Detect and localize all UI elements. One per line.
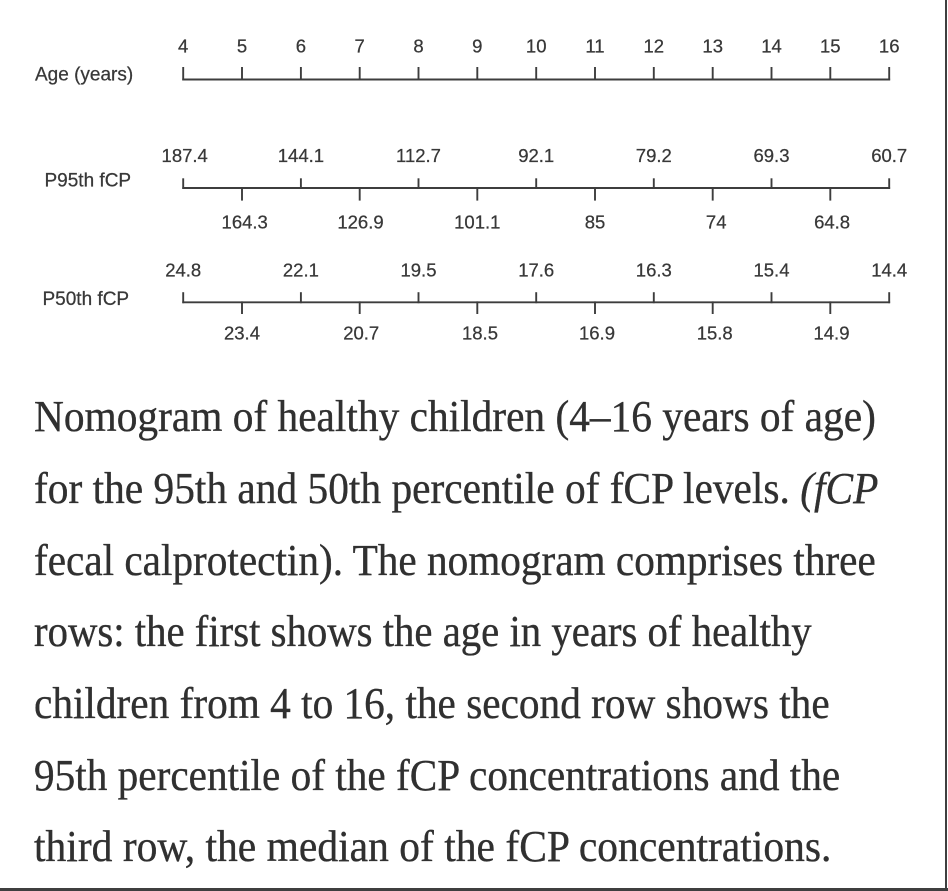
svg-text:16: 16 <box>879 36 900 57</box>
svg-text:6: 6 <box>296 36 306 57</box>
svg-text:P50th fCP: P50th fCP <box>43 289 130 310</box>
svg-text:187.4: 187.4 <box>162 145 208 166</box>
svg-text:13: 13 <box>702 36 723 57</box>
svg-text:144.1: 144.1 <box>278 145 324 166</box>
svg-text:18.5: 18.5 <box>462 323 498 344</box>
svg-text:11: 11 <box>585 36 604 57</box>
svg-text:112.7: 112.7 <box>396 145 441 166</box>
svg-text:15.4: 15.4 <box>753 259 789 280</box>
svg-text:Age (years): Age (years) <box>35 65 133 86</box>
svg-text:69.3: 69.3 <box>753 145 789 166</box>
svg-text:79.2: 79.2 <box>636 145 672 166</box>
svg-text:14.9: 14.9 <box>813 323 849 344</box>
svg-text:164.3: 164.3 <box>222 212 268 233</box>
svg-text:24.8: 24.8 <box>165 259 201 280</box>
svg-text:92.1: 92.1 <box>518 145 554 166</box>
svg-text:8: 8 <box>413 36 423 57</box>
svg-text:5: 5 <box>237 36 247 57</box>
svg-text:P95th fCP: P95th fCP <box>45 170 132 191</box>
svg-text:15.8: 15.8 <box>697 323 733 344</box>
svg-text:74: 74 <box>706 212 727 233</box>
svg-text:9: 9 <box>472 36 482 57</box>
svg-text:23.4: 23.4 <box>224 323 260 344</box>
svg-text:10: 10 <box>526 36 547 57</box>
svg-text:20.7: 20.7 <box>343 323 379 344</box>
svg-text:16.9: 16.9 <box>579 323 615 344</box>
svg-text:85: 85 <box>585 212 606 233</box>
svg-text:60.7: 60.7 <box>871 145 907 166</box>
svg-text:14.4: 14.4 <box>871 259 907 280</box>
svg-text:126.9: 126.9 <box>337 212 383 233</box>
svg-text:7: 7 <box>355 36 365 57</box>
svg-text:16.3: 16.3 <box>636 259 672 280</box>
svg-text:19.5: 19.5 <box>400 259 436 280</box>
svg-text:14: 14 <box>761 36 782 57</box>
svg-text:12: 12 <box>644 36 665 57</box>
svg-text:4: 4 <box>178 36 188 57</box>
svg-text:17.6: 17.6 <box>518 259 554 280</box>
svg-text:64.8: 64.8 <box>814 212 850 233</box>
svg-text:15: 15 <box>820 36 841 57</box>
svg-text:101.1: 101.1 <box>454 212 500 233</box>
svg-text:22.1: 22.1 <box>283 259 319 280</box>
